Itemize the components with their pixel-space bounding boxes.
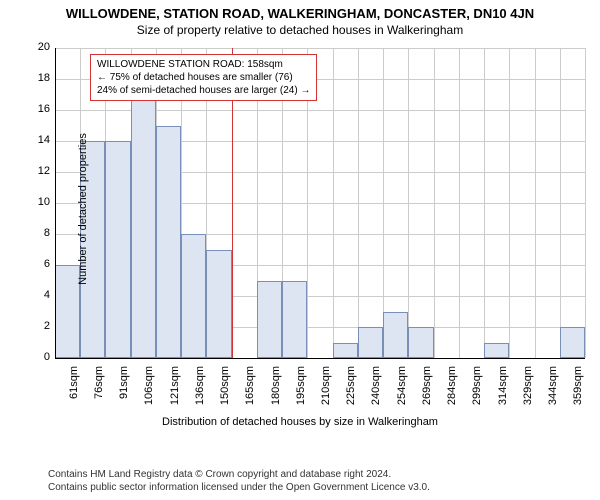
x-tick-label: 314sqm xyxy=(497,366,509,408)
y-tick-label: 18 xyxy=(25,72,50,84)
x-tick-label: 150sqm xyxy=(219,366,231,408)
x-tick-label: 359sqm xyxy=(572,366,584,408)
x-axis-label: Distribution of detached houses by size … xyxy=(0,416,600,428)
histogram-bar xyxy=(282,281,307,359)
y-axis-label: Number of detached properties xyxy=(77,133,89,285)
grid-line xyxy=(333,48,334,358)
x-tick-label: 91sqm xyxy=(118,366,130,408)
y-tick-label: 8 xyxy=(25,227,50,239)
x-tick-label: 254sqm xyxy=(396,366,408,408)
histogram-bar xyxy=(333,343,358,359)
grid-line xyxy=(560,48,561,358)
y-tick-label: 10 xyxy=(25,196,50,208)
info-line-3: 24% of semi-detached houses are larger (… xyxy=(97,84,310,97)
y-tick-label: 12 xyxy=(25,165,50,177)
y-tick-label: 0 xyxy=(25,351,50,363)
x-tick-label: 269sqm xyxy=(421,366,433,408)
x-tick-label: 165sqm xyxy=(244,366,256,408)
grid-line xyxy=(585,48,586,358)
x-tick-label: 106sqm xyxy=(143,366,155,408)
histogram-bar xyxy=(181,234,206,358)
x-tick-label: 76sqm xyxy=(93,366,105,408)
x-tick-label: 344sqm xyxy=(547,366,559,408)
x-tick-label: 195sqm xyxy=(295,366,307,408)
grid-line xyxy=(358,48,359,358)
x-tick-label: 299sqm xyxy=(471,366,483,408)
histogram-bar xyxy=(206,250,231,359)
copyright-line-1: Contains HM Land Registry data © Crown c… xyxy=(48,468,430,481)
histogram-bar xyxy=(131,95,156,359)
y-tick-label: 20 xyxy=(25,41,50,53)
x-tick-label: 240sqm xyxy=(370,366,382,408)
y-tick-label: 6 xyxy=(25,258,50,270)
y-tick-label: 2 xyxy=(25,320,50,332)
x-axis xyxy=(55,358,585,359)
y-tick-label: 4 xyxy=(25,289,50,301)
x-tick-label: 284sqm xyxy=(446,366,458,408)
histogram-bar xyxy=(358,327,383,358)
grid-line xyxy=(484,48,485,358)
x-tick-label: 180sqm xyxy=(270,366,282,408)
histogram-bar xyxy=(105,141,130,358)
histogram-bar xyxy=(560,327,585,358)
grid-line xyxy=(55,48,585,49)
x-tick-label: 225sqm xyxy=(345,366,357,408)
copyright-line-2: Contains public sector information licen… xyxy=(48,481,430,494)
histogram-bar xyxy=(408,327,433,358)
grid-line xyxy=(535,48,536,358)
histogram-bar xyxy=(383,312,408,359)
info-line-2: ← 75% of detached houses are smaller (76… xyxy=(97,71,310,84)
x-tick-label: 210sqm xyxy=(320,366,332,408)
page-subtitle: Size of property relative to detached ho… xyxy=(0,21,600,37)
info-box: WILLOWDENE STATION ROAD: 158sqm← 75% of … xyxy=(90,54,317,101)
page-title: WILLOWDENE, STATION ROAD, WALKERINGHAM, … xyxy=(0,0,600,21)
grid-line xyxy=(408,48,409,358)
histogram-bar xyxy=(484,343,509,359)
x-tick-label: 61sqm xyxy=(68,366,80,408)
x-tick-label: 329sqm xyxy=(522,366,534,408)
y-tick-label: 14 xyxy=(25,134,50,146)
y-tick-label: 16 xyxy=(25,103,50,115)
info-line-1: WILLOWDENE STATION ROAD: 158sqm xyxy=(97,58,310,71)
grid-line xyxy=(509,48,510,358)
copyright-notice: Contains HM Land Registry data © Crown c… xyxy=(48,468,430,494)
y-axis xyxy=(55,48,56,358)
grid-line xyxy=(459,48,460,358)
grid-line xyxy=(434,48,435,358)
x-tick-label: 136sqm xyxy=(194,366,206,408)
histogram-bar xyxy=(156,126,181,359)
x-tick-label: 121sqm xyxy=(169,366,181,408)
histogram-bar xyxy=(257,281,282,359)
